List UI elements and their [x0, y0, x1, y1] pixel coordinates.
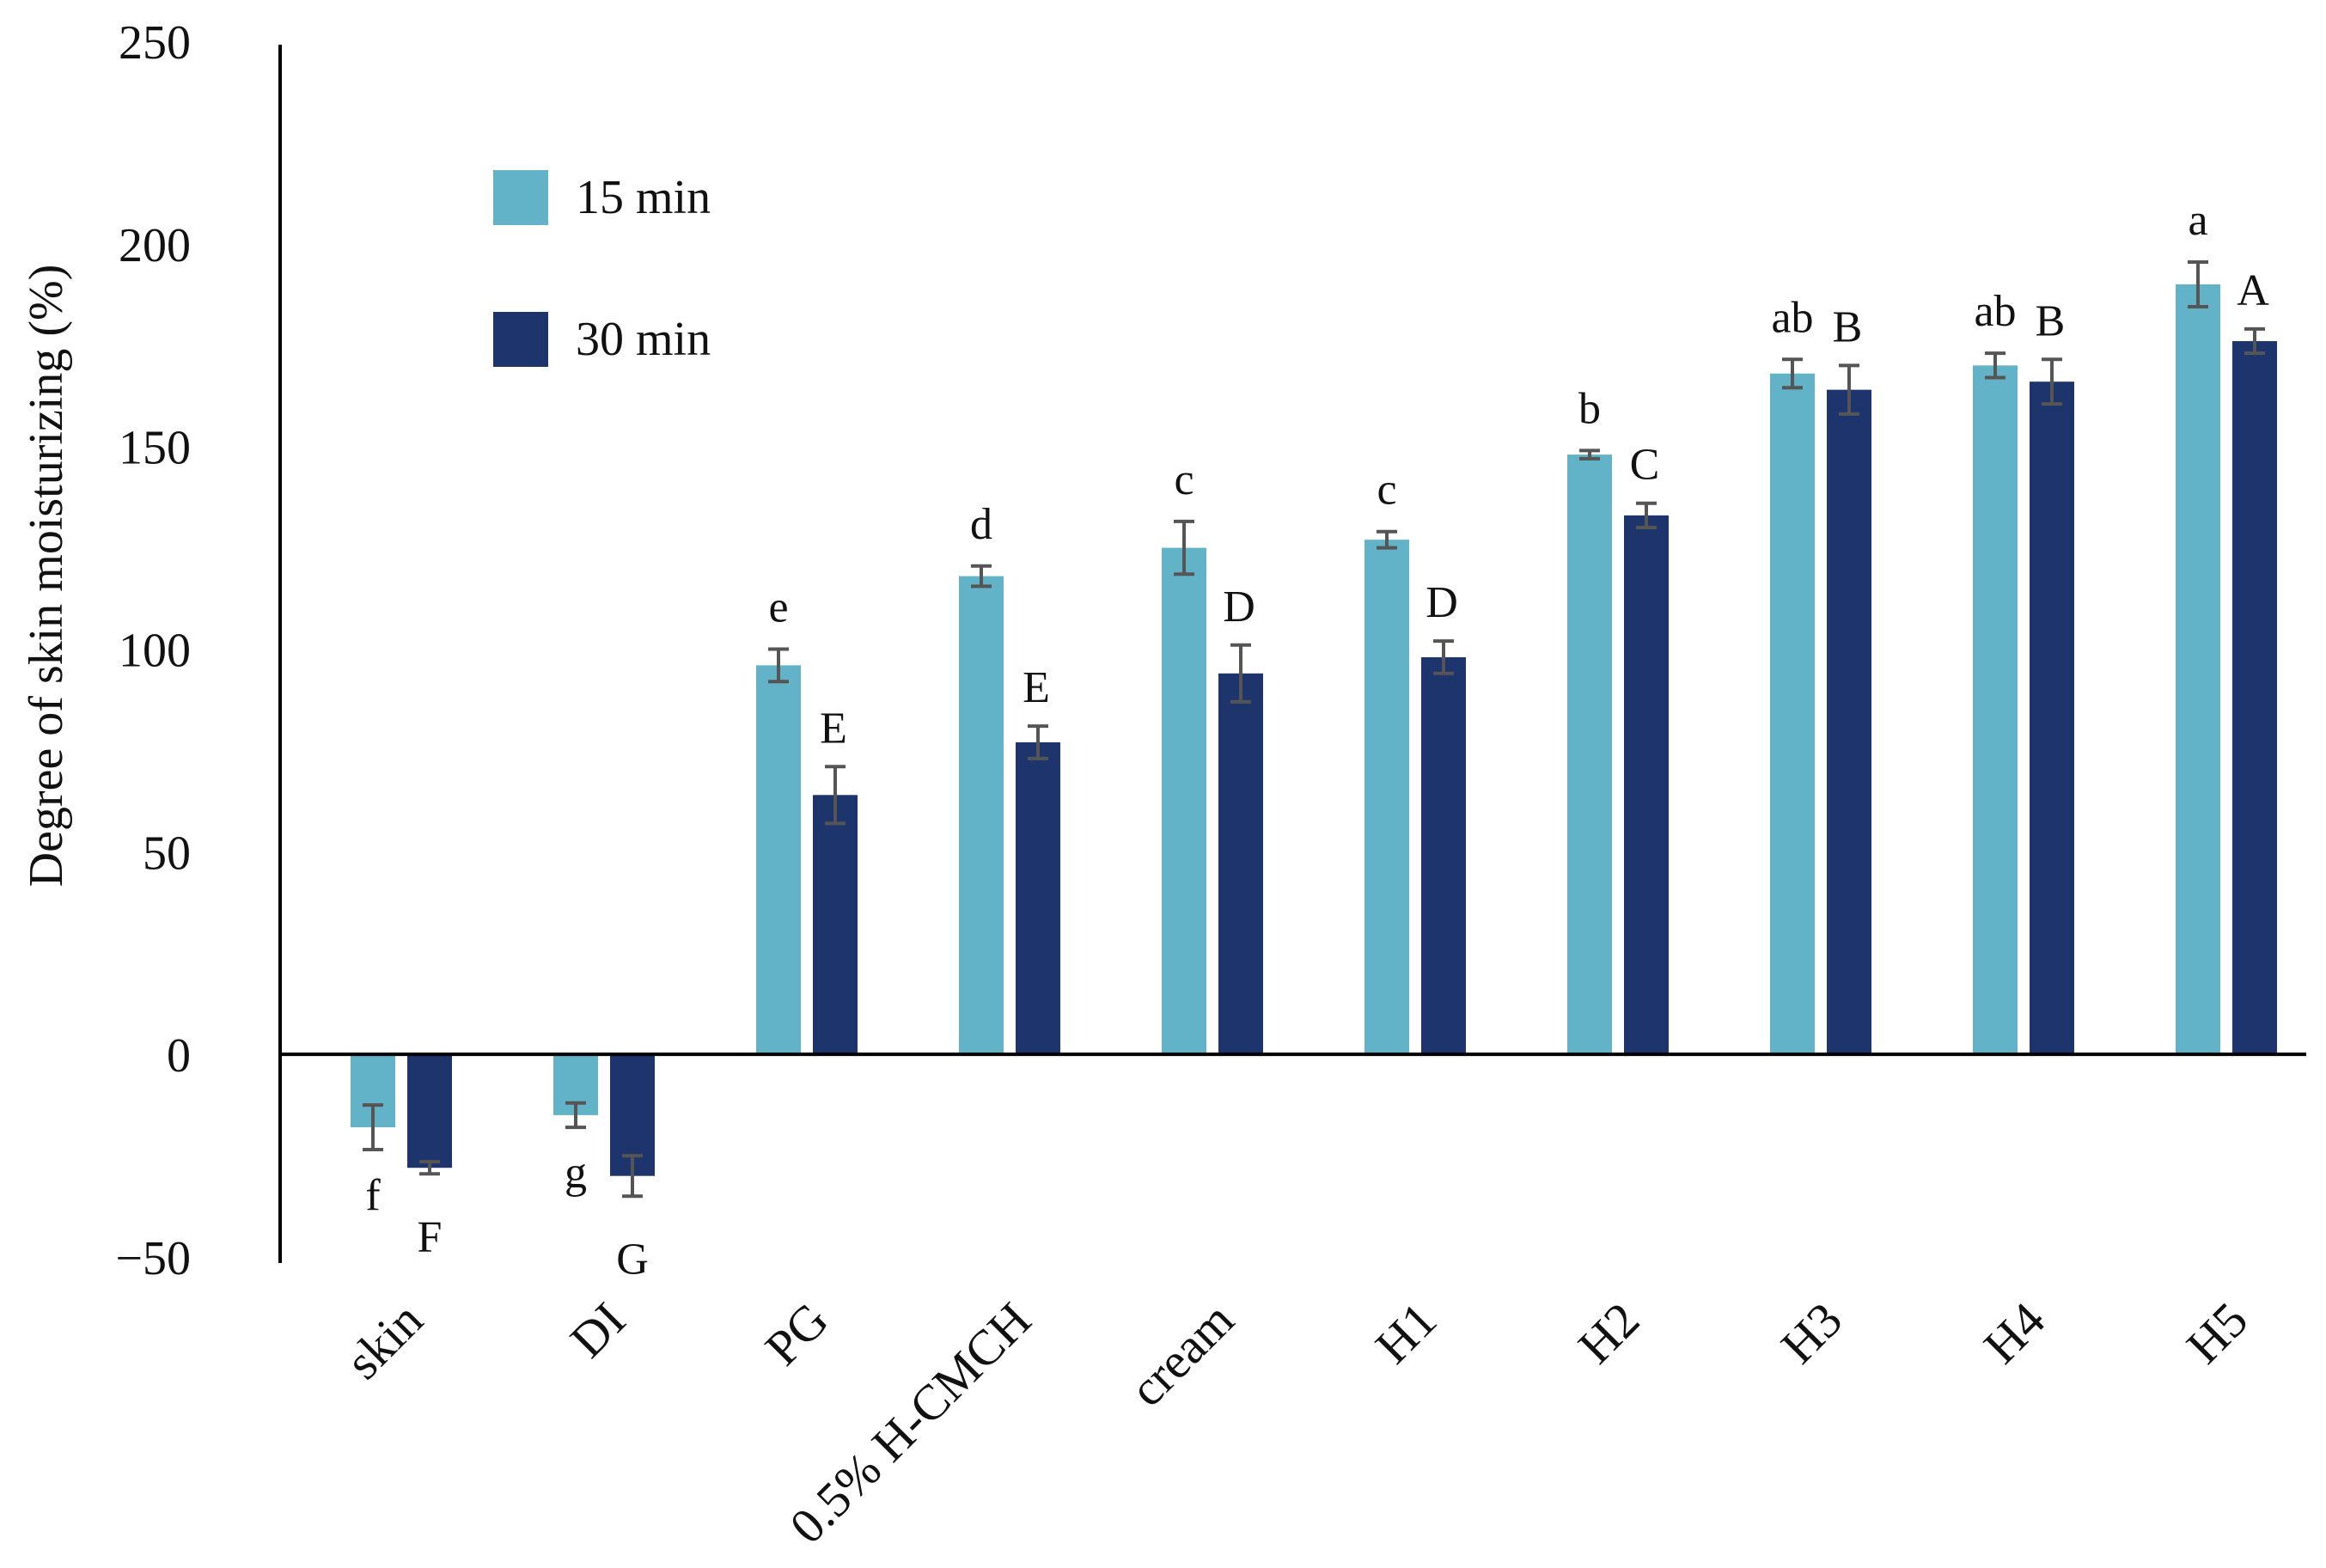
- y-axis-ticks: 250 200 150 100 50 0 −50: [115, 16, 191, 1285]
- significance-label: c: [1377, 466, 1396, 515]
- significance-label: E: [1023, 663, 1050, 712]
- y-tick-label: 50: [143, 827, 191, 880]
- bar-30min: [1827, 389, 1871, 1055]
- bar-15min: [756, 665, 801, 1055]
- significance-label: g: [565, 1149, 587, 1198]
- significance-label: a: [2188, 196, 2207, 245]
- bar-15min: [1770, 373, 1815, 1055]
- bar-15min: [1567, 455, 1612, 1055]
- bar-30min: [1421, 656, 1466, 1055]
- y-tick-label: 200: [119, 219, 191, 272]
- category-label: H4: [1973, 1291, 2055, 1374]
- significance-label: f: [365, 1171, 381, 1220]
- bar-15min: [1162, 547, 1206, 1055]
- significance-label: c: [1174, 455, 1194, 504]
- category-label: H5: [2176, 1291, 2258, 1374]
- category-label: cream: [1119, 1291, 1244, 1417]
- significance-label: D: [1223, 583, 1255, 631]
- y-tick-label: 250: [119, 16, 191, 70]
- y-tick-label: 0: [167, 1029, 191, 1083]
- bar-15min: [1973, 365, 2018, 1055]
- y-tick-label: −50: [115, 1232, 191, 1285]
- category-label: H2: [1567, 1291, 1650, 1374]
- significance-label: A: [2237, 266, 2269, 315]
- significance-label: d: [970, 500, 992, 549]
- category-label: skin: [335, 1291, 433, 1389]
- significance-label: B: [1833, 302, 1863, 351]
- significance-label: C: [1630, 441, 1660, 490]
- bar-30min: [2030, 381, 2074, 1055]
- bar-30min: [407, 1054, 452, 1168]
- legend-swatch-30min: [493, 312, 548, 367]
- bar-30min: [1624, 515, 1669, 1055]
- error-bars: [363, 260, 2265, 1199]
- y-tick-label: 150: [119, 422, 191, 475]
- category-label: PG: [754, 1291, 839, 1376]
- significance-label: E: [820, 704, 847, 753]
- legend-label: 30 min: [576, 313, 711, 366]
- significance-label: b: [1578, 384, 1601, 433]
- significance-label: ab: [1974, 287, 2016, 336]
- significance-label: e: [768, 583, 788, 632]
- significance-label: G: [616, 1235, 649, 1284]
- category-label: H1: [1364, 1291, 1447, 1374]
- category-label: DI: [559, 1291, 636, 1368]
- legend-label: 15 min: [576, 171, 711, 224]
- significance-label: ab: [1771, 293, 1813, 342]
- bar-15min: [959, 576, 1004, 1055]
- significance-label: B: [2036, 296, 2066, 345]
- y-tick-label: 100: [119, 625, 191, 678]
- category-label: H3: [1770, 1291, 1853, 1374]
- bar-15min: [1364, 540, 1409, 1055]
- significance-label: D: [1426, 578, 1458, 627]
- bar-30min: [813, 795, 858, 1055]
- legend-swatch-15min: [493, 170, 548, 225]
- bars: [351, 284, 2277, 1176]
- bar-30min: [2232, 341, 2277, 1055]
- bar-30min: [1218, 673, 1263, 1055]
- legend: 15 min 30 min: [493, 170, 711, 367]
- significance-label: F: [418, 1212, 443, 1261]
- bar-30min: [1016, 741, 1060, 1055]
- category-labels: skin DI PG0.5% H-CMCH cream H1 H2 H3 H4 H5: [335, 1291, 2258, 1554]
- y-axis-title: Degree of skin moisturizing (%): [20, 265, 73, 888]
- bar-15min: [2176, 284, 2220, 1055]
